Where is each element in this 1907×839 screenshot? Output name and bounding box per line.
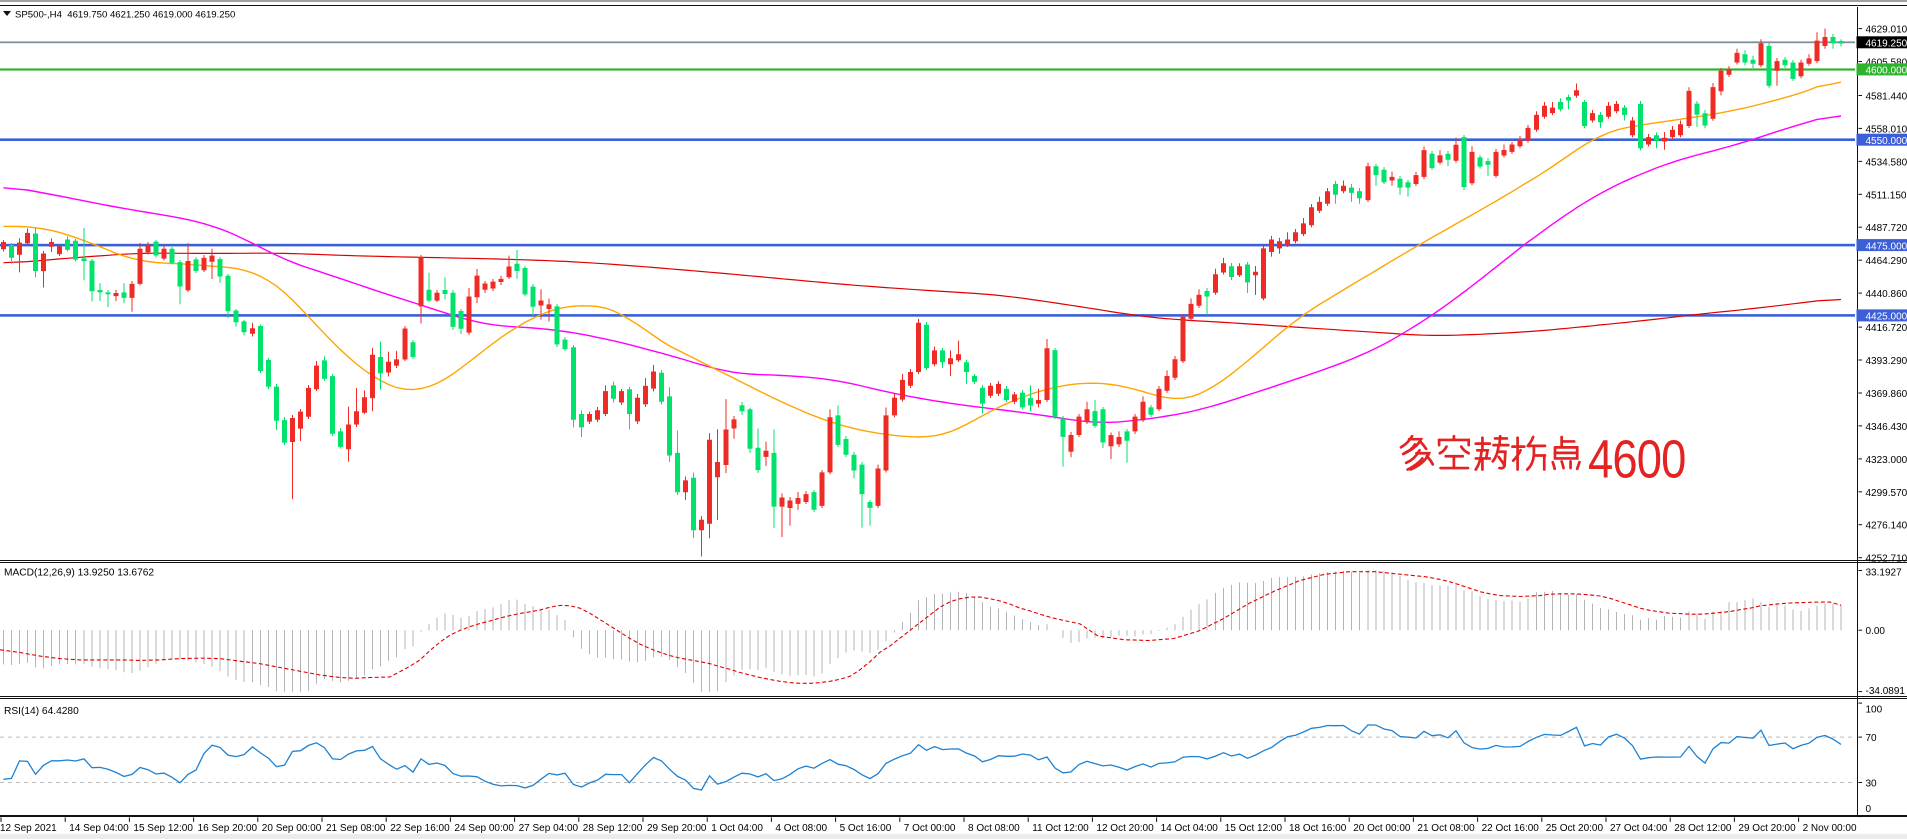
svg-text:70: 70 xyxy=(1866,733,1878,744)
svg-text:100: 100 xyxy=(1866,705,1883,716)
svg-text:4487.720: 4487.720 xyxy=(1866,223,1907,234)
svg-text:24 Sep 00:00: 24 Sep 00:00 xyxy=(454,823,514,834)
svg-text:RSI(14) 64.4280: RSI(14) 64.4280 xyxy=(4,706,79,717)
svg-text:4425.000: 4425.000 xyxy=(1866,312,1907,323)
svg-text:12 Oct 20:00: 12 Oct 20:00 xyxy=(1096,823,1154,834)
svg-text:15 Sep 12:00: 15 Sep 12:00 xyxy=(133,823,193,834)
svg-text:21 Oct 08:00: 21 Oct 08:00 xyxy=(1417,823,1475,834)
svg-text:4323.000: 4323.000 xyxy=(1866,455,1907,466)
svg-text:28 Oct 12:00: 28 Oct 12:00 xyxy=(1674,823,1732,834)
svg-text:-34.0891: -34.0891 xyxy=(1866,686,1906,697)
svg-text:0: 0 xyxy=(1866,804,1872,815)
svg-text:4440.860: 4440.860 xyxy=(1866,289,1907,300)
svg-text:4629.010: 4629.010 xyxy=(1866,25,1907,36)
svg-text:30: 30 xyxy=(1866,779,1878,790)
svg-text:4605.580: 4605.580 xyxy=(1866,58,1907,69)
svg-text:4276.140: 4276.140 xyxy=(1866,521,1907,532)
svg-text:25 Oct 20:00: 25 Oct 20:00 xyxy=(1546,823,1604,834)
svg-text:0.00: 0.00 xyxy=(1866,626,1886,637)
svg-text:20 Oct 00:00: 20 Oct 00:00 xyxy=(1353,823,1411,834)
svg-text:5 Oct 16:00: 5 Oct 16:00 xyxy=(840,823,892,834)
svg-text:4252.710: 4252.710 xyxy=(1866,554,1907,565)
svg-text:4534.580: 4534.580 xyxy=(1866,157,1907,168)
svg-text:33.1927: 33.1927 xyxy=(1866,568,1903,579)
svg-text:7 Oct 00:00: 7 Oct 00:00 xyxy=(904,823,956,834)
svg-text:20 Sep 00:00: 20 Sep 00:00 xyxy=(262,823,322,834)
svg-text:29 Sep 20:00: 29 Sep 20:00 xyxy=(647,823,707,834)
svg-text:27 Oct 04:00: 27 Oct 04:00 xyxy=(1610,823,1668,834)
svg-text:22 Oct 16:00: 22 Oct 16:00 xyxy=(1482,823,1540,834)
svg-text:4416.720: 4416.720 xyxy=(1866,323,1907,334)
svg-text:1 Oct 04:00: 1 Oct 04:00 xyxy=(711,823,763,834)
svg-text:4558.010: 4558.010 xyxy=(1866,124,1907,135)
svg-text:4299.570: 4299.570 xyxy=(1866,488,1907,499)
svg-text:4464.290: 4464.290 xyxy=(1866,256,1907,267)
svg-text:4 Oct 08:00: 4 Oct 08:00 xyxy=(775,823,827,834)
svg-text:16 Sep 20:00: 16 Sep 20:00 xyxy=(198,823,258,834)
svg-text:4550.000: 4550.000 xyxy=(1866,136,1907,147)
svg-text:22 Sep 16:00: 22 Sep 16:00 xyxy=(390,823,450,834)
svg-text:12 Sep 2021: 12 Sep 2021 xyxy=(0,823,57,834)
svg-text:21 Sep 08:00: 21 Sep 08:00 xyxy=(326,823,386,834)
svg-text:18 Oct 16:00: 18 Oct 16:00 xyxy=(1289,823,1347,834)
svg-text:28 Sep 12:00: 28 Sep 12:00 xyxy=(583,823,643,834)
svg-text:4475.000: 4475.000 xyxy=(1866,241,1907,252)
svg-text:2 Nov 00:00: 2 Nov 00:00 xyxy=(1803,823,1857,834)
svg-text:4511.150: 4511.150 xyxy=(1866,190,1907,201)
svg-text:4600: 4600 xyxy=(1588,429,1686,490)
svg-text:8 Oct 08:00: 8 Oct 08:00 xyxy=(968,823,1020,834)
svg-text:4369.860: 4369.860 xyxy=(1866,389,1907,400)
svg-text:27 Sep 04:00: 27 Sep 04:00 xyxy=(519,823,579,834)
svg-text:4346.430: 4346.430 xyxy=(1866,422,1907,433)
svg-text:11 Oct 12:00: 11 Oct 12:00 xyxy=(1032,823,1089,834)
svg-text:29 Oct 20:00: 29 Oct 20:00 xyxy=(1738,823,1796,834)
svg-text:14 Oct 04:00: 14 Oct 04:00 xyxy=(1161,823,1219,834)
svg-text:4600.000: 4600.000 xyxy=(1866,66,1907,77)
svg-text:4393.290: 4393.290 xyxy=(1866,356,1907,367)
svg-text:MACD(12,26,9) 13.9250 13.6762: MACD(12,26,9) 13.9250 13.6762 xyxy=(4,568,154,579)
svg-text:15 Oct 12:00: 15 Oct 12:00 xyxy=(1225,823,1283,834)
svg-text:4619.250: 4619.250 xyxy=(1866,39,1907,50)
svg-text:14 Sep 04:00: 14 Sep 04:00 xyxy=(69,823,129,834)
svg-text:SP500-,H4 4619.750 4621.250 4: SP500-,H4 4619.750 4621.250 4619.000 461… xyxy=(15,10,235,21)
svg-text:4581.440: 4581.440 xyxy=(1866,92,1907,103)
